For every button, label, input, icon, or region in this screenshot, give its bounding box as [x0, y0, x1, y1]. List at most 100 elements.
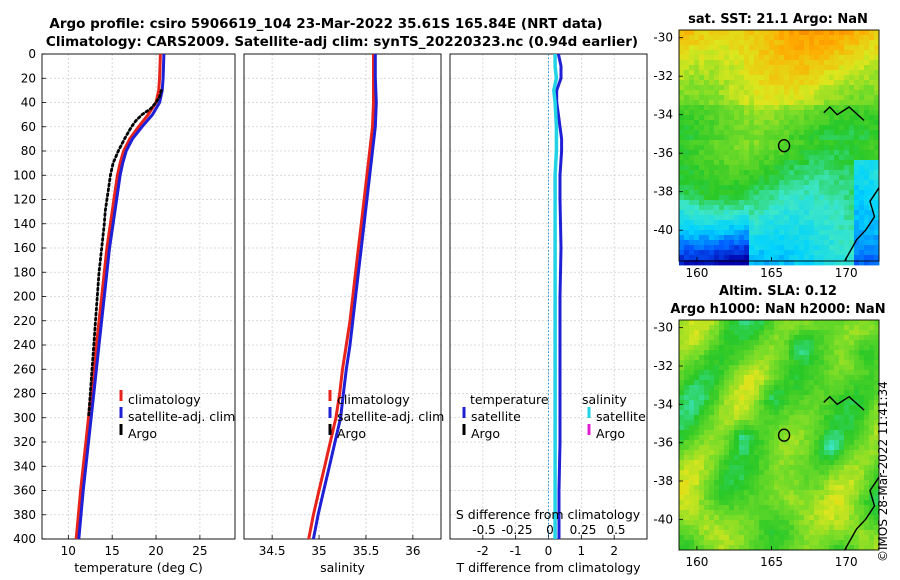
map-cell: [699, 100, 705, 106]
map-cell: [724, 400, 730, 406]
map-cell: [804, 110, 810, 116]
map-cell: [869, 110, 875, 116]
map-cell: [734, 210, 740, 216]
map-cell: [824, 540, 830, 546]
map-cell: [754, 365, 760, 371]
map-cell: [689, 385, 695, 391]
map-cell: [764, 200, 770, 206]
map-cell: [789, 480, 795, 486]
map-cell: [724, 170, 730, 176]
map-cell: [829, 240, 835, 246]
map-cell: [684, 150, 690, 156]
map-cell: [854, 365, 860, 371]
map-cell: [774, 500, 780, 506]
map-cell: [769, 210, 775, 216]
map-cell: [874, 540, 880, 546]
map-cell: [734, 195, 740, 201]
map-cell: [824, 190, 830, 196]
map-cell: [789, 210, 795, 216]
map-cell: [754, 190, 760, 196]
map-cell: [724, 80, 730, 86]
map-cell: [814, 35, 820, 41]
map-cell: [849, 390, 855, 396]
map-cell: [774, 365, 780, 371]
map-cell: [689, 475, 695, 481]
map-cell: [769, 375, 775, 381]
map-cell: [779, 525, 785, 531]
map-cell: [689, 490, 695, 496]
map-cell: [729, 135, 735, 141]
map-cell: [689, 90, 695, 96]
y-tick-label: 80: [21, 144, 36, 158]
map-cell: [694, 215, 700, 221]
map-cell: [784, 220, 790, 226]
map-cell: [779, 320, 785, 326]
map-cell: [814, 140, 820, 146]
map-cell: [829, 110, 835, 116]
map-cell: [849, 325, 855, 331]
map-cell: [809, 545, 815, 551]
map-cell: [744, 185, 750, 191]
map-cell: [699, 45, 705, 51]
map-cell: [854, 220, 860, 226]
map-cell: [719, 375, 725, 381]
map-cell: [749, 205, 755, 211]
map-cell: [734, 545, 740, 551]
map-cell: [779, 175, 785, 181]
map-cell: [764, 190, 770, 196]
map-cell: [769, 180, 775, 186]
map-cell: [804, 490, 810, 496]
map-cell: [759, 205, 765, 211]
map-cell: [699, 435, 705, 441]
map-cell: [794, 220, 800, 226]
map-cell: [729, 360, 735, 366]
map-cell: [709, 120, 715, 126]
map-cell: [689, 80, 695, 86]
map-cell: [824, 320, 830, 326]
map-cell: [814, 415, 820, 421]
map-cell: [734, 250, 740, 256]
map-cell: [719, 55, 725, 61]
map-cell: [824, 225, 830, 231]
map-cell: [774, 45, 780, 51]
map-cell: [739, 490, 745, 496]
map-cell: [774, 250, 780, 256]
map-cell: [869, 250, 875, 256]
map-cell: [864, 190, 870, 196]
map-cell: [779, 410, 785, 416]
map-cell: [689, 460, 695, 466]
map-cell: [679, 330, 685, 336]
map-cell: [829, 480, 835, 486]
map-cell: [844, 235, 850, 241]
map-cell: [714, 510, 720, 516]
map-cell: [709, 115, 715, 121]
map-cell: [764, 225, 770, 231]
map-cell: [864, 505, 870, 511]
map-cell: [859, 385, 865, 391]
map-cell: [864, 430, 870, 436]
map-cell: [864, 545, 870, 551]
map-cell: [784, 175, 790, 181]
map-cell: [749, 360, 755, 366]
map-cell: [804, 355, 810, 361]
map-cell: [744, 325, 750, 331]
map-cell: [804, 385, 810, 391]
map-cell: [724, 175, 730, 181]
map-cell: [854, 200, 860, 206]
map-cell: [704, 365, 710, 371]
map-cell: [854, 225, 860, 231]
map-cell: [729, 540, 735, 546]
map-cell: [819, 410, 825, 416]
map-cell: [704, 440, 710, 446]
map-cell: [764, 320, 770, 326]
map-cell: [764, 510, 770, 516]
map-cell: [729, 430, 735, 436]
map-cell: [859, 150, 865, 156]
map-cell: [829, 495, 835, 501]
map-cell: [789, 505, 795, 511]
map-cell: [689, 410, 695, 416]
map-cell: [824, 425, 830, 431]
legend-label: Argo: [596, 426, 625, 441]
map-cell: [759, 180, 765, 186]
